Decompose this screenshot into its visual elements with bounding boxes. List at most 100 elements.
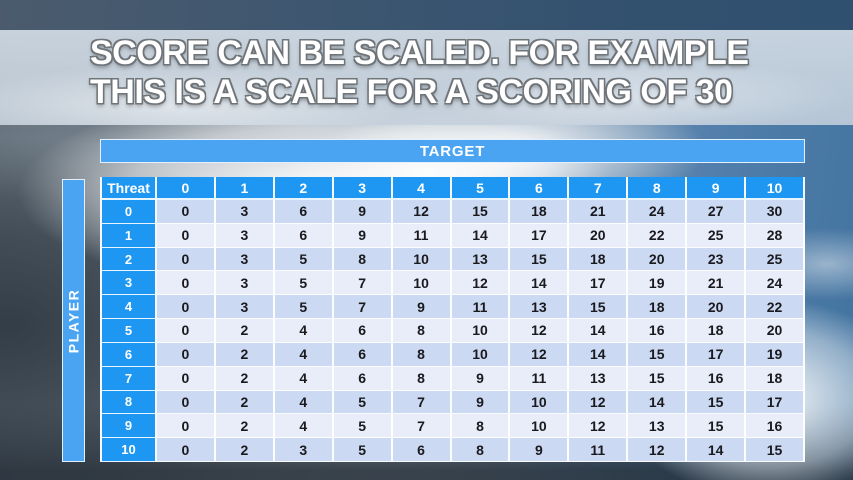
score-cell-r2-c10: 25 [746,247,805,272]
score-cell-r6-c5: 10 [451,342,511,367]
row-header-0: 0 [100,200,157,224]
score-cell-r8-c0: 0 [157,390,216,415]
score-cell-r7-c0: 0 [157,366,216,391]
row-header-10: 10 [100,438,157,462]
player-axis-header: PLAYER [62,179,85,462]
score-cell-r3-c6: 14 [510,271,570,296]
score-cell-r0-c0: 0 [157,200,216,224]
score-cell-r3-c0: 0 [157,271,216,296]
score-cell-r9-c4: 7 [392,414,452,439]
score-cell-r10-c0: 0 [157,438,216,462]
score-cell-r9-c0: 0 [157,414,216,439]
score-table: Threat 0 1 2 3 4 5 6 7 8 9 10 0 0 3 6 9 12 15 18 21 24 27 30 1 0 3… [100,177,805,462]
score-cell-r7-c6: 11 [510,366,570,391]
score-cell-r6-c2: 4 [274,342,334,367]
score-cell-r10-c1: 2 [215,438,275,462]
score-cell-r0-c7: 21 [569,200,629,224]
score-cell-r1-c6: 17 [510,223,570,248]
score-cell-r9-c6: 10 [510,414,570,439]
score-cell-r2-c7: 18 [569,247,629,272]
score-cell-r5-c6: 12 [510,319,570,343]
row-header-4: 4 [100,295,157,320]
score-cell-r8-c7: 12 [569,390,629,415]
score-cell-r0-c9: 27 [687,200,747,224]
score-cell-r5-c8: 16 [628,319,688,343]
column-header-8: 8 [628,177,688,200]
score-cell-r8-c10: 17 [746,390,805,415]
score-cell-r2-c1: 3 [215,247,275,272]
score-cell-r5-c2: 4 [274,319,334,343]
score-cell-r1-c1: 3 [215,223,275,248]
column-header-4: 4 [392,177,452,200]
score-cell-r5-c1: 2 [215,319,275,343]
score-cell-r8-c1: 2 [215,390,275,415]
score-cell-r2-c0: 0 [157,247,216,272]
score-cell-r1-c3: 9 [333,223,393,248]
player-axis-label: PLAYER [65,288,82,353]
score-cell-r6-c6: 12 [510,342,570,367]
score-cell-r1-c2: 6 [274,223,334,248]
column-header-7: 7 [569,177,629,200]
score-cell-r4-c1: 3 [215,295,275,320]
score-cell-r1-c9: 25 [687,223,747,248]
corner-header-threat: Threat [100,177,157,200]
score-cell-r2-c4: 10 [392,247,452,272]
score-cell-r9-c8: 13 [628,414,688,439]
slide-title: SCORE CAN BE SCALED. FOR EXAMPLE THIS IS… [90,34,830,112]
score-cell-r0-c4: 12 [392,200,452,224]
score-cell-r2-c6: 15 [510,247,570,272]
score-cell-r7-c3: 6 [333,366,393,391]
score-cell-r2-c8: 20 [628,247,688,272]
score-cell-r2-c2: 5 [274,247,334,272]
score-cell-r9-c3: 5 [333,414,393,439]
score-cell-r10-c10: 15 [746,438,805,462]
score-cell-r4-c7: 15 [569,295,629,320]
score-cell-r7-c4: 8 [392,366,452,391]
score-cell-r7-c7: 13 [569,366,629,391]
score-cell-r10-c6: 9 [510,438,570,462]
score-cell-r0-c6: 18 [510,200,570,224]
score-cell-r2-c9: 23 [687,247,747,272]
score-cell-r3-c10: 24 [746,271,805,296]
score-cell-r3-c5: 12 [451,271,511,296]
score-cell-r0-c8: 24 [628,200,688,224]
score-cell-r3-c7: 17 [569,271,629,296]
score-cell-r2-c3: 8 [333,247,393,272]
column-header-1: 1 [215,177,275,200]
score-cell-r10-c3: 5 [333,438,393,462]
score-cell-r4-c4: 9 [392,295,452,320]
score-cell-r6-c0: 0 [157,342,216,367]
score-cell-r8-c2: 4 [274,390,334,415]
slide-title-line-2: THIS IS A SCALE FOR A SCORING OF 30 [90,73,733,111]
score-cell-r0-c3: 9 [333,200,393,224]
score-cell-r4-c5: 11 [451,295,511,320]
target-axis-label: TARGET [419,142,486,160]
column-header-6: 6 [510,177,570,200]
score-cell-r6-c7: 14 [569,342,629,367]
title-background-band [0,30,853,125]
score-cell-r5-c4: 8 [392,319,452,343]
slide-title-line-1: SCORE CAN BE SCALED. FOR EXAMPLE [90,34,749,72]
score-cell-r0-c5: 15 [451,200,511,224]
score-cell-r3-c2: 5 [274,271,334,296]
score-cell-r1-c7: 20 [569,223,629,248]
row-header-8: 8 [100,390,157,415]
row-header-6: 6 [100,342,157,367]
score-cell-r4-c0: 0 [157,295,216,320]
row-header-2: 2 [100,247,157,272]
column-header-0: 0 [157,177,216,200]
row-header-9: 9 [100,414,157,439]
score-cell-r5-c9: 18 [687,319,747,343]
row-header-5: 5 [100,319,157,343]
score-cell-r5-c5: 10 [451,319,511,343]
sky-top-strip [0,0,853,30]
score-cell-r3-c4: 10 [392,271,452,296]
score-cell-r5-c10: 20 [746,319,805,343]
score-cell-r1-c8: 22 [628,223,688,248]
score-cell-r9-c9: 15 [687,414,747,439]
row-header-3: 3 [100,271,157,296]
score-cell-r0-c2: 6 [274,200,334,224]
score-cell-r4-c2: 5 [274,295,334,320]
score-cell-r5-c7: 14 [569,319,629,343]
score-cell-r9-c1: 2 [215,414,275,439]
